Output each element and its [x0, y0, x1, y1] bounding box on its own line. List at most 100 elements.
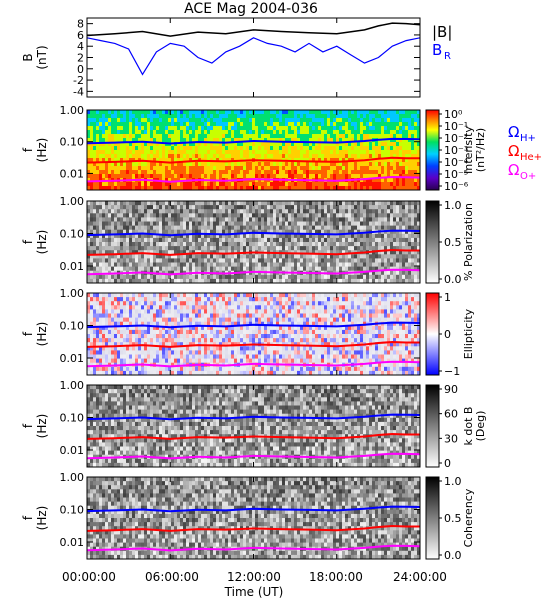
spectrogram-cell	[390, 258, 394, 263]
spectrogram-cell	[201, 118, 205, 123]
spectrogram-cell	[117, 297, 121, 302]
spectrogram-cell	[366, 146, 370, 151]
spectrogram-cell	[102, 317, 106, 323]
spectrogram-cell	[123, 182, 127, 187]
spectrogram-cell	[237, 221, 241, 226]
spectrogram-cell	[414, 209, 418, 214]
spectrogram-cell	[111, 305, 115, 310]
spectrogram-cell	[270, 242, 274, 247]
spectrogram-cell	[162, 170, 166, 175]
spectrogram-cell	[213, 182, 217, 187]
spectrogram-cell	[189, 114, 193, 119]
spectrogram-cell	[417, 270, 421, 276]
spectrogram-cell	[303, 138, 307, 143]
spectrogram-cell	[366, 114, 370, 119]
spectrogram-cell	[270, 114, 274, 119]
spectrogram-cell	[405, 274, 409, 280]
spectrogram-cell	[342, 262, 346, 267]
spectrogram-cell	[276, 110, 280, 115]
spectrogram-cell	[219, 266, 223, 272]
spectrogram-cell	[390, 186, 394, 191]
spectrogram-cell	[210, 114, 214, 119]
spectrogram-cell	[276, 217, 280, 222]
spectrogram-cell	[210, 233, 214, 239]
spectrogram-cell	[135, 174, 139, 179]
spectrogram-cell	[222, 217, 226, 222]
spectrogram-cell	[114, 370, 118, 376]
spectrogram-cell	[111, 162, 115, 167]
spectrogram-cell	[171, 126, 175, 131]
spectrogram-cell	[159, 242, 163, 247]
y-tick-label: -2	[73, 74, 84, 87]
spectrogram-cell	[315, 258, 319, 263]
spectrogram-cell	[288, 201, 292, 206]
spectrogram-cell	[360, 134, 364, 139]
spectrogram-cell	[402, 213, 406, 218]
spectrogram-cell	[228, 246, 232, 251]
spectrogram-cell	[330, 209, 334, 214]
spectrogram-cell	[372, 114, 376, 119]
spectrogram-cell	[324, 246, 328, 251]
spectrogram-cell	[303, 209, 307, 214]
spectrogram-cell	[120, 213, 124, 218]
spectrogram-cell	[147, 354, 151, 359]
spectrogram-cell	[99, 166, 103, 171]
spectrogram-cell	[378, 205, 382, 210]
spectrogram-cell	[345, 242, 349, 247]
spectrogram-cell	[129, 154, 133, 159]
spectrogram-cell	[324, 166, 328, 171]
spectrogram-cell	[129, 221, 133, 226]
spectrogram-cell	[201, 138, 205, 143]
spectrogram-cell	[360, 170, 364, 175]
spectrogram-cell	[213, 217, 217, 222]
spectrogram-cell	[132, 146, 136, 151]
spectrogram-cell	[225, 246, 229, 251]
spectrogram-cell	[285, 146, 289, 151]
spectrogram-cell	[216, 266, 220, 272]
spectrogram-cell	[132, 130, 136, 135]
spectrogram-cell	[279, 278, 283, 284]
spectrogram-cell	[225, 110, 229, 115]
spectrogram-cell	[123, 186, 127, 191]
spectrogram-cell	[105, 233, 109, 239]
spectrogram-cell	[108, 254, 112, 259]
spectrogram-cell	[195, 258, 199, 263]
spectrogram-cell	[273, 225, 277, 231]
spectrogram-cell	[150, 205, 154, 210]
spectrogram-cell	[270, 217, 274, 222]
spectrogram-cell	[126, 146, 130, 151]
spectrogram-cell	[135, 170, 139, 175]
spectrogram-cell	[231, 130, 235, 135]
spectrogram-cell	[288, 142, 292, 147]
spectrogram-cell	[384, 126, 388, 131]
spectrogram-cell	[234, 246, 238, 251]
spectrogram-cell	[321, 158, 325, 163]
spectrogram-cell	[135, 213, 139, 218]
spectrogram-cell	[372, 270, 376, 276]
spectrogram-cell	[357, 122, 361, 127]
spectrogram-cell	[186, 154, 190, 159]
spectrogram-cell	[255, 266, 259, 272]
spectrogram-cell	[117, 225, 121, 231]
spectrogram-cell	[372, 162, 376, 167]
spectrogram-cell	[300, 217, 304, 222]
spectrogram-cell	[342, 242, 346, 247]
spectrogram-cell	[126, 354, 130, 359]
spectrogram-cell	[243, 258, 247, 263]
spectrogram-cell	[183, 170, 187, 175]
spectrogram-cell	[279, 110, 283, 115]
spectrogram-cell	[315, 162, 319, 167]
spectrogram-cell	[132, 309, 136, 314]
spectrogram-cell	[243, 146, 247, 151]
spectrogram-cell	[156, 233, 160, 239]
spectrogram-cell	[135, 221, 139, 226]
spectrogram-cell	[96, 346, 100, 351]
spectrogram-cell	[183, 126, 187, 131]
spectrogram-cell	[225, 126, 229, 131]
spectrogram-cell	[123, 329, 127, 335]
spectrogram-cell	[210, 237, 214, 243]
spectrogram-cell	[342, 146, 346, 151]
spectrogram-cell	[399, 221, 403, 226]
spectrogram-cell	[108, 309, 112, 314]
spectrogram-cell	[285, 262, 289, 267]
